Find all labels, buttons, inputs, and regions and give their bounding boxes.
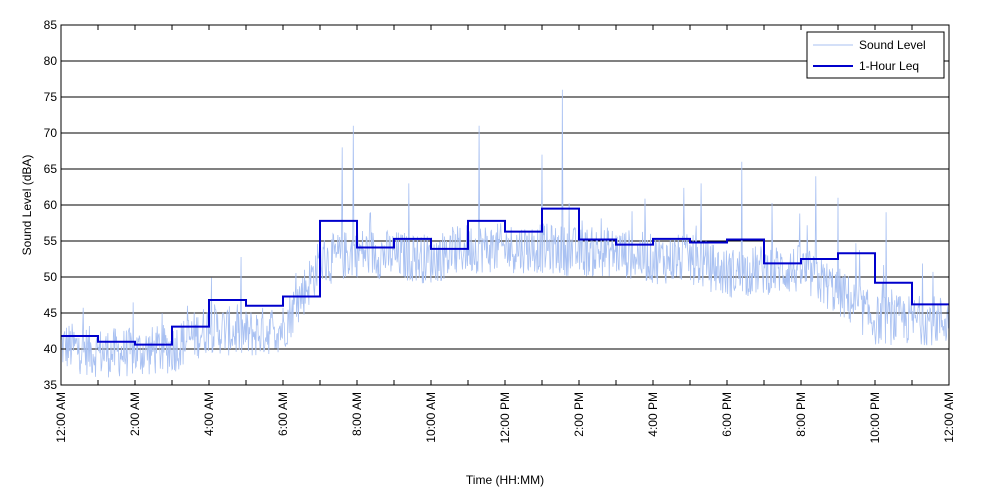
y-tick-label: 80 bbox=[44, 54, 58, 68]
x-tick-label: 10:00 AM bbox=[424, 392, 438, 443]
x-tick-label: 8:00 AM bbox=[350, 392, 364, 436]
legend: Sound Level 1-Hour Leq bbox=[806, 31, 945, 79]
y-tick-label: 45 bbox=[44, 306, 58, 320]
legend-label-leq: 1-Hour Leq bbox=[859, 59, 919, 73]
leq-series bbox=[61, 207, 949, 346]
y-tick-label: 75 bbox=[44, 90, 58, 104]
y-tick-label: 35 bbox=[44, 378, 58, 392]
y-tick-label: 50 bbox=[44, 270, 58, 284]
x-tick-label: 8:00 PM bbox=[794, 392, 808, 437]
x-tick-label: 6:00 AM bbox=[276, 392, 290, 436]
x-tick-label: 4:00 PM bbox=[646, 392, 660, 437]
y-tick-label: 40 bbox=[44, 342, 58, 356]
y-tick-label: 55 bbox=[44, 234, 58, 248]
legend-box bbox=[806, 31, 945, 79]
x-tick-label: 6:00 PM bbox=[720, 392, 734, 437]
x-axis-title: Time (HH:MM) bbox=[466, 473, 544, 487]
x-tick-label: 4:00 AM bbox=[202, 392, 216, 436]
y-tick-label: 85 bbox=[44, 18, 58, 32]
x-tick-label: 2:00 PM bbox=[572, 392, 586, 437]
x-tick-label: 12:00 AM bbox=[942, 392, 956, 443]
y-tick-label: 65 bbox=[44, 162, 58, 176]
leq-step-line bbox=[61, 207, 949, 346]
x-tick-label: 12:00 PM bbox=[498, 392, 512, 443]
x-tick-label: 2:00 AM bbox=[128, 392, 142, 436]
x-tick-label: 10:00 PM bbox=[868, 392, 882, 443]
y-tick-label: 70 bbox=[44, 126, 58, 140]
y-axis-ticks: 35 40 45 50 55 60 65 70 75 80 85 bbox=[44, 18, 949, 392]
grid-lines bbox=[61, 60, 949, 350]
y-tick-label: 60 bbox=[44, 198, 58, 212]
x-tick-label: 12:00 AM bbox=[54, 392, 68, 443]
x-axis-ticks: 12:00 AM 2:00 AM 4:00 AM 6:00 AM 8:00 AM 10:0… bbox=[54, 25, 956, 443]
y-axis-title: Sound Level (dBA) bbox=[20, 155, 34, 256]
legend-label-sound-level: Sound Level bbox=[859, 38, 926, 52]
